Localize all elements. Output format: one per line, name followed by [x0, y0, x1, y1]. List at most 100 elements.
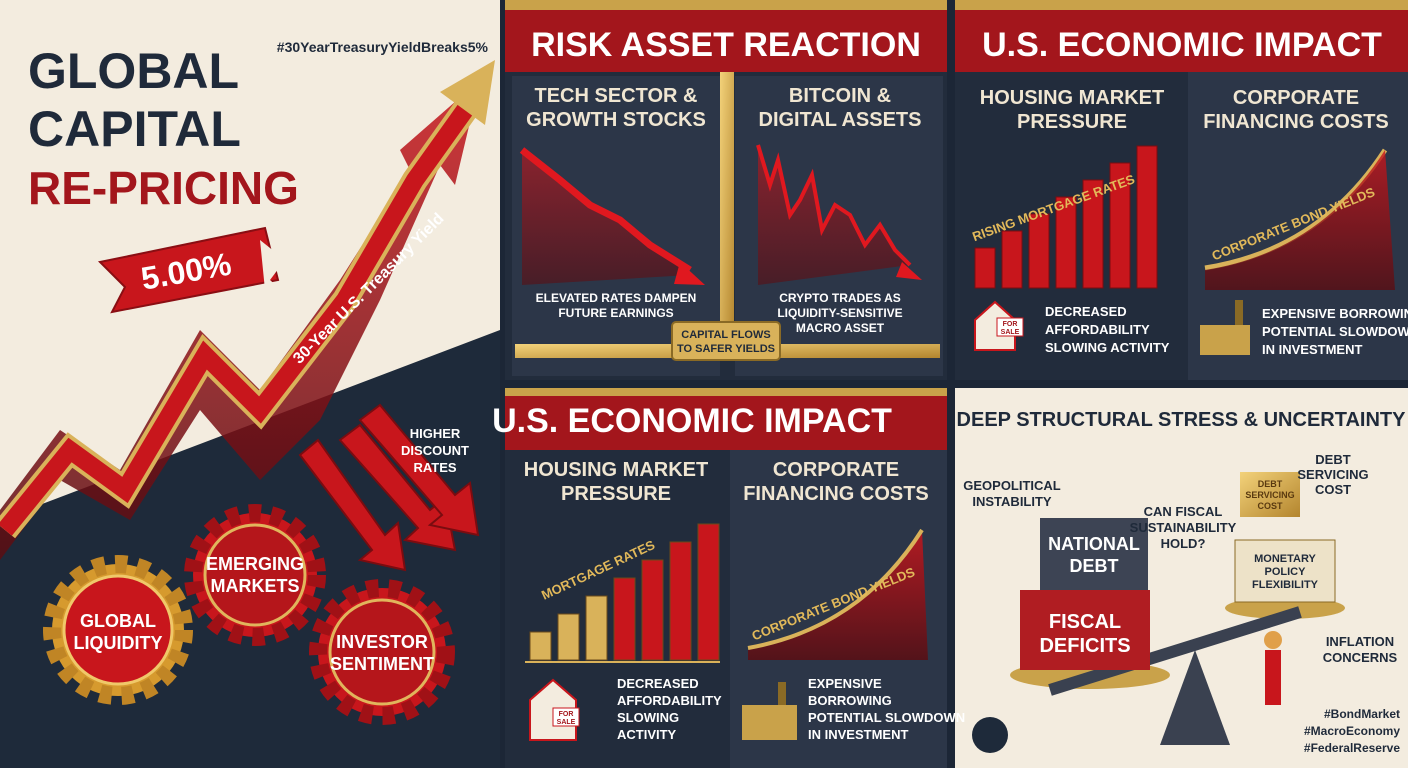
bar — [697, 523, 720, 661]
gear-hub — [62, 574, 174, 686]
label: SUSTAINABILITY — [1130, 520, 1237, 535]
yield-area — [1205, 150, 1395, 290]
gear-label: INVESTOR — [336, 632, 428, 652]
effect: EXPENSIVE BORROWING — [1262, 306, 1408, 321]
effect: POTENTIAL SLOWDOWN — [1262, 324, 1408, 339]
gold-strip — [505, 0, 947, 10]
panel-title: DEEP STRUCTURAL STRESS & UNCERTAINTY — [957, 409, 1407, 431]
sub-heading: CORPORATE — [1233, 87, 1359, 109]
gear-label: EMERGING — [206, 554, 304, 574]
sub-heading: TECH SECTOR & — [535, 85, 698, 107]
worker-icon — [1265, 650, 1281, 705]
bar — [1001, 230, 1023, 289]
panel-title: RISK ASSET REACTION — [531, 26, 921, 64]
panel-2 — [505, 0, 947, 380]
pipe-label: TO SAFER YIELDS — [677, 343, 775, 355]
callout: HIGHER — [410, 426, 461, 441]
sale-sign: SALE — [557, 719, 576, 726]
chart-line — [756, 144, 912, 267]
label: CAN FISCAL — [1144, 504, 1223, 519]
crack — [260, 240, 292, 320]
arrow-head — [896, 262, 922, 280]
fiscal-deficits-box — [1020, 590, 1150, 670]
effect: SLOWING ACTIVITY — [1045, 340, 1170, 355]
title: RE-PRICING — [28, 162, 299, 214]
bar-illustration — [974, 145, 1158, 289]
sub-heading: HOUSING MARKET — [524, 459, 708, 481]
effect: AFFORDABILITY — [1045, 322, 1150, 337]
effect: EXPENSIVE — [808, 676, 882, 691]
debt-servicing-box — [1240, 472, 1300, 517]
chimney — [1235, 300, 1243, 325]
yield-curve — [747, 528, 924, 650]
factory-icon — [1200, 325, 1250, 355]
bar — [669, 541, 692, 661]
yield-area — [0, 80, 480, 560]
yield-curve — [1204, 148, 1388, 271]
national-debt-box — [1040, 518, 1148, 590]
box-label: FLEXIBILITY — [1252, 579, 1319, 591]
sub-heading: CORPORATE — [773, 459, 899, 481]
sub-heading: DIGITAL ASSETS — [759, 109, 922, 131]
pipe-label-box — [671, 321, 781, 361]
effect: DECREASED — [1045, 304, 1127, 319]
arrow-head — [674, 262, 705, 285]
effect: SLOWING — [617, 710, 679, 725]
caption: CRYPTO TRADES AS — [779, 291, 901, 305]
down-arrows — [298, 403, 480, 572]
bar — [641, 559, 664, 661]
panel-4 — [505, 388, 947, 768]
gear-label: LIQUIDITY — [74, 633, 163, 653]
title: GLOBAL — [28, 43, 239, 99]
gold-strip — [505, 388, 947, 396]
label: DEBT — [1315, 452, 1350, 467]
box-label: SERVICING — [1245, 490, 1294, 500]
effect: IN INVESTMENT — [1262, 342, 1362, 357]
sale-sign — [996, 317, 1024, 337]
monetary-policy-box — [1234, 539, 1336, 603]
sub-heading: PRESSURE — [561, 483, 671, 505]
label: COST — [1315, 482, 1351, 497]
bar — [974, 247, 996, 289]
pipe — [720, 72, 734, 352]
hashtag: #FederalReserve — [1304, 741, 1400, 755]
effect: BORROWING — [808, 693, 892, 708]
bar — [1109, 162, 1131, 289]
box-label: MONETARY — [1254, 553, 1316, 565]
hashtag: #MacroEconomy — [1304, 724, 1400, 738]
hashtag: #30YearTreasuryYieldBreaks5% — [277, 39, 489, 55]
sale-sign: FOR — [1003, 321, 1018, 328]
label: INSTABILITY — [972, 494, 1052, 509]
effect: DECREASED — [617, 676, 699, 691]
title-band — [505, 10, 947, 72]
label: HOLD? — [1161, 536, 1206, 551]
bar — [613, 577, 636, 661]
caption: ELEVATED RATES DAMPEN — [536, 291, 697, 305]
panel-title: U.S. ECONOMIC IMPACT — [492, 402, 892, 440]
sub-heading: PRESSURE — [1017, 111, 1127, 133]
panel-3 — [955, 0, 1408, 380]
fulcrum — [1160, 650, 1230, 745]
sub-heading: FINANCING COSTS — [1203, 111, 1389, 133]
bar — [557, 613, 580, 661]
box-label: POLICY — [1265, 566, 1307, 578]
bar — [529, 631, 552, 661]
gear-hub — [203, 523, 307, 627]
effect: POTENTIAL SLOWDOWN — [808, 710, 965, 725]
label: INFLATION — [1326, 634, 1394, 649]
gold-strip — [955, 0, 1408, 10]
sub-heading: HOUSING MARKET — [980, 87, 1164, 109]
gear-label: MARKETS — [211, 576, 300, 596]
box-label: DEBT — [1070, 556, 1119, 576]
sub-heading: FINANCING COSTS — [743, 483, 929, 505]
texts: GLOBALCAPITALRE-PRICING#30YearTreasuryYi… — [28, 26, 1408, 755]
yield-arrow — [0, 104, 473, 536]
box-label: NATIONAL — [1048, 534, 1140, 554]
bar — [1136, 145, 1158, 289]
title-band — [505, 396, 947, 450]
label: CONCERNS — [1323, 650, 1398, 665]
sale-sign: SALE — [1001, 329, 1020, 336]
sale-sign: FOR — [559, 711, 574, 718]
bar — [1028, 213, 1050, 289]
sale-sign — [552, 707, 580, 727]
